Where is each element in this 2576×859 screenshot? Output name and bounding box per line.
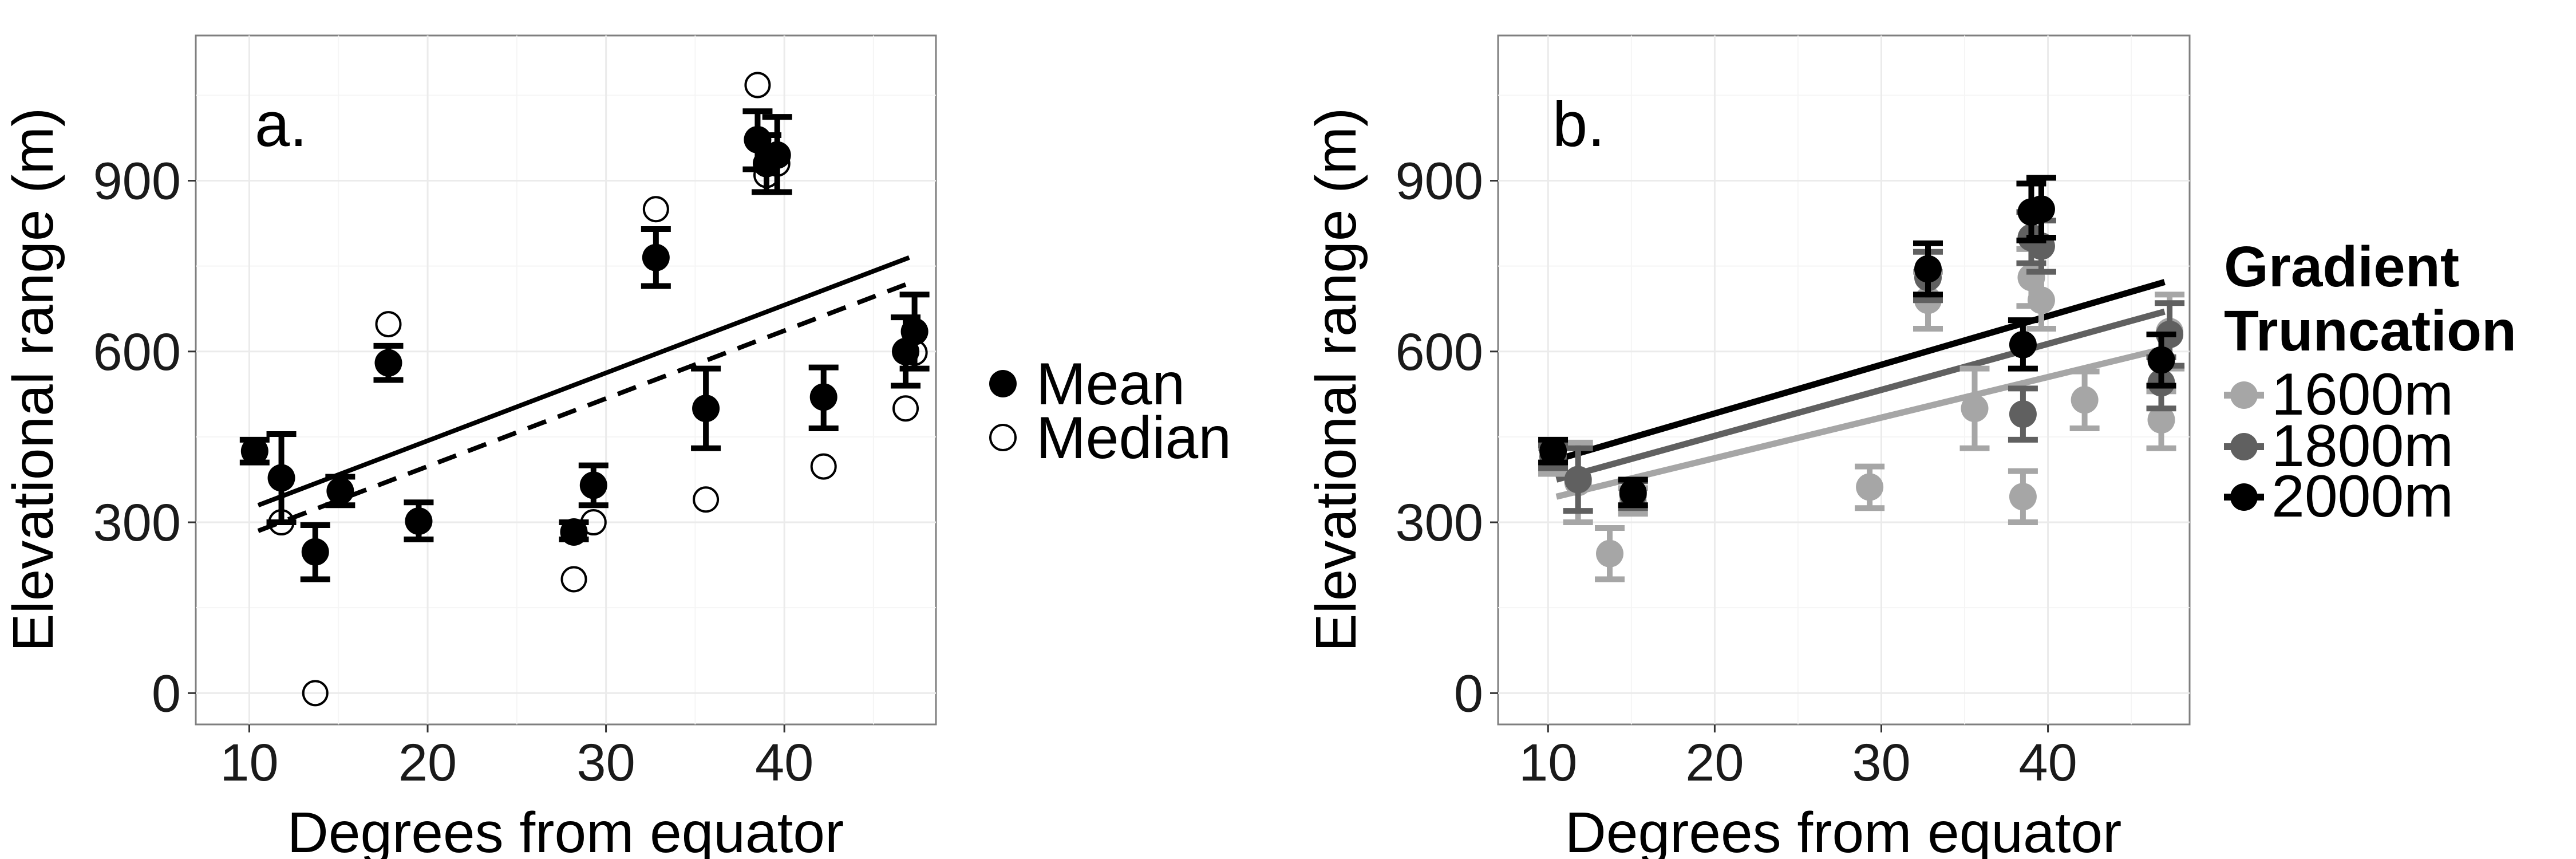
panel-a-point-mean	[692, 395, 720, 423]
panel-a-point-median	[810, 453, 837, 480]
panel-b-point-1600m	[1856, 473, 1884, 501]
panel-a-x-tick-label: 20	[398, 734, 457, 792]
panel-a-x-axis-label: Degrees from equator	[287, 801, 844, 859]
panel-a-y-tick-label: 0	[152, 664, 181, 723]
panel-a-point-median	[375, 311, 402, 338]
panel-a-legend: Mean Median	[989, 351, 1231, 471]
panel-a-trend-line-dashed	[257, 281, 910, 533]
panel-a-point-mean	[560, 518, 588, 546]
panel-b-point-2000m	[1914, 255, 1942, 283]
panel-a-chart: 10 20 30 40 0 300 600 900 a. Degrees from equat…	[1, 34, 937, 859]
panel-b-y-tick-label: 0	[1454, 664, 1483, 723]
legend-median-marker	[989, 424, 1017, 451]
legend-2000m-label: 2000m	[2271, 463, 2453, 530]
panel-b-point-1600m	[2027, 286, 2055, 314]
panel-b-chart: 10 20 30 40 0 300 600 900 b. Degrees from equat…	[1304, 34, 2191, 859]
panel-a-point-median	[693, 486, 720, 513]
panel-b-x-tick-label: 20	[1685, 734, 1744, 792]
panel-b-x-tick-label: 10	[1519, 734, 1577, 792]
legend-1800m-label: 1800m	[2271, 413, 2453, 479]
panel-b-point-1600m	[2009, 483, 2037, 511]
panel-b-trend-line-1600m	[1555, 345, 2166, 500]
legend-median-label: Median	[1036, 405, 1231, 471]
panel-a-point-median	[302, 680, 329, 707]
panel-b-y-tick-label: 300	[1396, 494, 1484, 552]
panel-a-trend-line-solid	[257, 255, 910, 507]
legend-title-line1: Gradient	[2224, 235, 2459, 299]
panel-b-label: b.	[1552, 89, 1605, 160]
legend-1600m-label: 1600m	[2271, 361, 2453, 428]
panel-a-ticks: 10 20 30 40 0 300 600 900	[93, 152, 814, 792]
panel-b-trend-line-2000m	[1555, 279, 2166, 463]
panel-b-point-1800m	[2009, 400, 2037, 428]
panel-b-point-1600m	[1961, 395, 1989, 423]
panel-a-label: a.	[255, 89, 307, 160]
panel-a-y-tick-label: 300	[93, 494, 181, 552]
panel-b-ticks: 10 20 30 40 0 300 600 900	[1396, 152, 2077, 792]
panel-b-point-2000m	[1539, 437, 1567, 465]
panel-a-point-median	[744, 72, 771, 98]
panel-a-point-mean	[763, 141, 791, 169]
panel-a-point-median	[764, 150, 791, 177]
panel-a-point-mean	[301, 538, 329, 566]
panel-a-x-tick-label: 10	[220, 734, 278, 792]
panel-a-series-mean	[239, 108, 930, 582]
panel-a-point-mean	[326, 477, 354, 505]
panel-b-point-1600m	[2147, 406, 2175, 434]
panel-a-x-tick-label: 40	[755, 734, 813, 792]
panel-b-point-2000m	[2009, 330, 2037, 358]
legend-mean-marker	[989, 370, 1017, 397]
panel-a-point-median	[580, 509, 607, 536]
panel-a-x-tick-label: 30	[576, 734, 635, 792]
legend-title-line2: Truncation	[2224, 299, 2516, 363]
panel-b-y-tick-label: 600	[1396, 323, 1484, 381]
panel-a-point-median	[892, 395, 919, 422]
panel-b-point-1600m	[1596, 539, 1624, 568]
panel-a-series-median	[268, 72, 928, 707]
panel-b-point-1600m	[2071, 386, 2099, 414]
panel-b-legend: Gradient Truncation 1600m 1800m 2000m	[2224, 235, 2516, 530]
panel-a-trend-lines	[257, 255, 910, 533]
panel-a-y-axis-label: Elevational range (m)	[1, 108, 65, 652]
panel-a-point-mean	[374, 349, 402, 377]
panel-a-point-mean	[900, 317, 929, 345]
panel-a-plot-area	[195, 34, 937, 726]
panel-b-y-tick-label: 900	[1396, 152, 1484, 211]
panel-b-x-tick-label: 40	[2018, 734, 2077, 792]
panel-a-points	[239, 72, 930, 707]
panel-b-plot-area	[1497, 34, 2191, 726]
panel-b-points	[1538, 175, 2185, 582]
panel-b-series-2000m	[1538, 175, 2176, 509]
panel-b-x-axis-label: Degrees from equator	[1565, 801, 2122, 859]
panel-b-trend-lines	[1555, 279, 2166, 500]
legend-key-1600m	[2224, 381, 2264, 409]
panel-b-point-2000m	[2027, 195, 2055, 223]
panel-b-point-2000m	[2147, 346, 2175, 374]
panel-a-point-mean	[267, 464, 295, 492]
panel-a-point-mean	[642, 243, 670, 271]
panel-a-point-median	[901, 339, 928, 366]
panel-a-point-median	[268, 509, 295, 536]
panel-a-point-mean	[809, 383, 837, 411]
legend-mean-label: Mean	[1036, 351, 1185, 417]
panel-b-trend-line-1800m	[1555, 308, 2166, 483]
panel-a-point-mean	[405, 507, 433, 535]
panel-a-point-median	[642, 196, 669, 223]
panel-b-point-2000m	[1619, 479, 1647, 507]
panel-a-point-median	[560, 566, 587, 593]
panel-a-point-mean	[240, 437, 268, 465]
panel-b-x-tick-label: 30	[1852, 734, 1910, 792]
panel-a-y-tick-label: 600	[93, 323, 181, 381]
panel-b-y-axis-label: Elevational range (m)	[1304, 108, 1368, 652]
panel-b-point-1800m	[1564, 466, 1592, 494]
panel-a-y-tick-label: 900	[93, 152, 181, 211]
legend-key-1800m	[2224, 433, 2264, 460]
legend-key-2000m	[2224, 483, 2264, 511]
panel-a-point-mean	[579, 471, 607, 499]
